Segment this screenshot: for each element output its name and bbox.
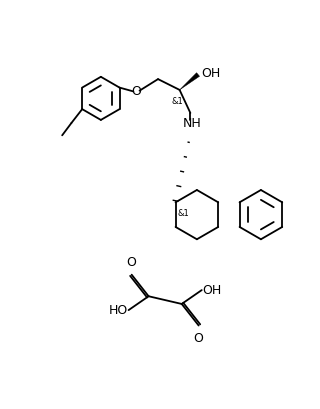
Text: O: O (127, 256, 137, 269)
Text: OH: OH (202, 283, 221, 297)
Text: NH: NH (182, 117, 201, 130)
Text: OH: OH (201, 67, 220, 80)
Text: HO: HO (109, 303, 128, 317)
Polygon shape (180, 73, 200, 90)
Text: &1: &1 (172, 97, 183, 106)
Text: &1: &1 (177, 209, 189, 218)
Text: O: O (194, 332, 204, 345)
Text: O: O (132, 85, 141, 98)
